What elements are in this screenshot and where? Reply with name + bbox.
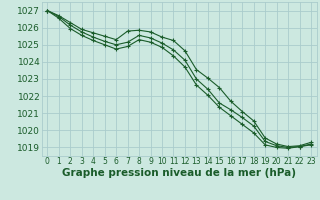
X-axis label: Graphe pression niveau de la mer (hPa): Graphe pression niveau de la mer (hPa) bbox=[62, 168, 296, 178]
